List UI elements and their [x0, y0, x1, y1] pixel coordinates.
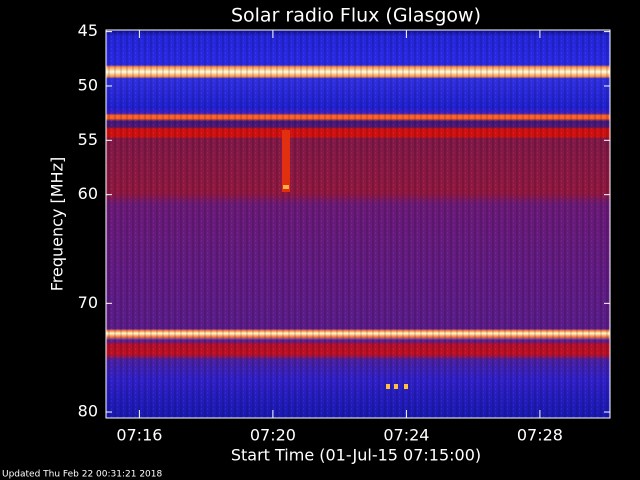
y-tick-label: 45	[78, 21, 98, 40]
y-tick-label: 50	[78, 75, 98, 94]
y-tick-label: 55	[78, 130, 98, 149]
burst-stripe	[282, 130, 290, 192]
y-tick-label: 80	[78, 402, 98, 421]
x-tick-label: 07:28	[517, 426, 563, 445]
x-tick-label: 07:20	[250, 426, 296, 445]
burst-spot	[283, 185, 289, 189]
plot-frame	[105, 29, 611, 419]
chart-title: Solar radio Flux (Glasgow)	[231, 5, 481, 27]
y-axis-label: Frequency [MHz]	[48, 157, 67, 291]
x-axis-label: Start Time (01-Jul-15 07:15:00)	[231, 446, 481, 465]
x-tick-label: 07:24	[383, 426, 429, 445]
footer: Updated Thu Feb 22 00:31:21 2018	[2, 470, 163, 480]
y-tick-label: 60	[78, 184, 98, 203]
x-tick-label: 07:16	[116, 426, 162, 445]
burst-spot	[404, 384, 408, 389]
y-tick-label: 70	[78, 293, 98, 312]
spectrogram-texture	[106, 30, 610, 418]
burst-spot	[386, 384, 390, 389]
burst-spot	[394, 384, 398, 389]
